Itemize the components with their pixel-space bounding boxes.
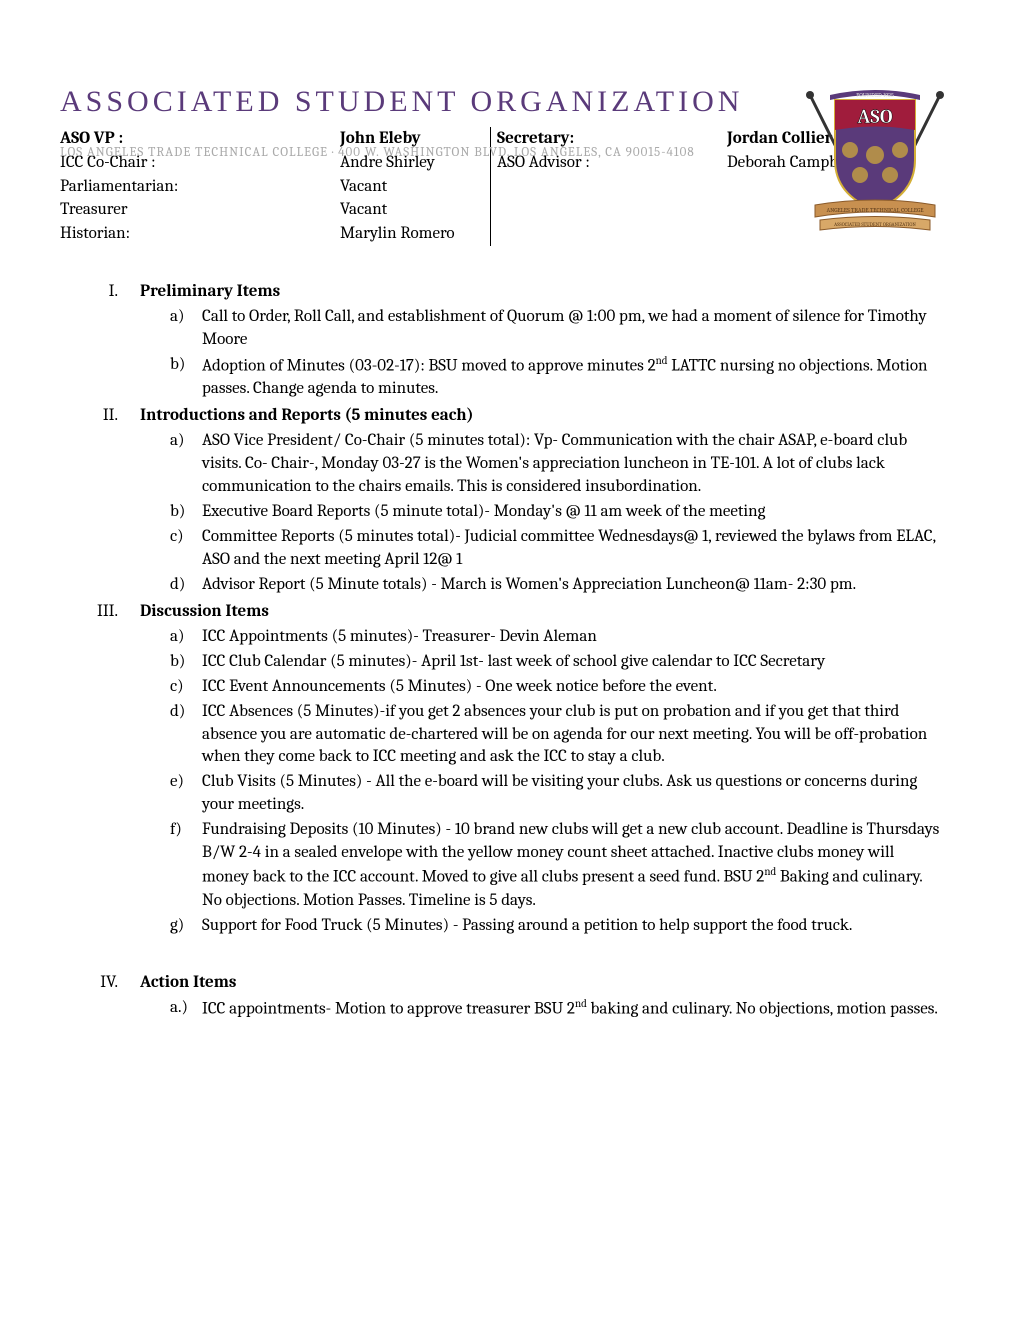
item-letter: a) <box>170 626 202 649</box>
item-text: ICC Appointments (5 minutes)- Treasurer-… <box>202 626 960 649</box>
officer-name: Vacant <box>340 198 490 222</box>
item-text: Call to Order, Roll Call, and establishm… <box>202 306 960 352</box>
item-text: Advisor Report (5 Minute totals) - March… <box>202 574 960 597</box>
address-line: LOS ANGELES TRADE TECHNICAL COLLEGE · 40… <box>60 145 695 160</box>
list-item: a)ASO Vice President/ Co-Chair (5 minute… <box>170 430 960 499</box>
section-items: a.)ICC appointments- Motion to approve t… <box>170 997 960 1022</box>
section-items: a)Call to Order, Roll Call, and establis… <box>170 306 960 401</box>
item-text: Support for Food Truck (5 Minutes) - Pas… <box>202 915 960 938</box>
item-text: ASO Vice President/ Co-Chair (5 minutes … <box>202 430 960 499</box>
section-header: II.Introductions and Reports (5 minutes … <box>60 405 960 428</box>
item-text: Club Visits (5 Minutes) - All the e-boar… <box>202 771 960 817</box>
list-item: a.)ICC appointments- Motion to approve t… <box>170 997 960 1022</box>
roman-numeral: II. <box>60 405 140 428</box>
officer-name: Vacant <box>340 175 490 199</box>
svg-text:FOUNDED 1925: FOUNDED 1925 <box>856 92 894 99</box>
item-letter: c) <box>170 676 202 699</box>
officer-name: Marylin Romero <box>340 222 490 246</box>
list-item: c)Committee Reports (5 minutes total)- J… <box>170 526 960 572</box>
item-letter: d) <box>170 701 202 770</box>
item-letter: a) <box>170 430 202 499</box>
item-text: ICC Event Announcements (5 Minutes) - On… <box>202 676 960 699</box>
svg-text:ASSOCIATED STUDENT ORGANIZATIO: ASSOCIATED STUDENT ORGANIZATION <box>834 222 916 228</box>
roman-numeral: III. <box>60 601 140 624</box>
section-header: III.Discussion Items <box>60 601 960 624</box>
item-letter: b) <box>170 651 202 674</box>
officer-row: TreasurerVacant <box>60 198 490 222</box>
list-item: e)Club Visits (5 Minutes) - All the e-bo… <box>170 771 960 817</box>
list-item: d)ICC Absences (5 Minutes)-if you get 2 … <box>170 701 960 770</box>
section-items: a)ASO Vice President/ Co-Chair (5 minute… <box>170 430 960 597</box>
list-item: b)Adoption of Minutes (03-02-17): BSU mo… <box>170 354 960 402</box>
officer-label: Treasurer <box>60 198 340 222</box>
section-title: Preliminary Items <box>140 281 280 304</box>
document-body: I.Preliminary Itemsa)Call to Order, Roll… <box>60 281 960 1021</box>
list-item: a)ICC Appointments (5 minutes)- Treasure… <box>170 626 960 649</box>
aso-shield-logo: FOUNDED 1925 ASO ANGELES TRADE TECHNICAL… <box>790 75 960 245</box>
section-items: a)ICC Appointments (5 minutes)- Treasure… <box>170 626 960 938</box>
item-text: Committee Reports (5 minutes total)- Jud… <box>202 526 960 572</box>
list-item: g)Support for Food Truck (5 Minutes) - P… <box>170 915 960 938</box>
item-letter: c) <box>170 526 202 572</box>
item-letter: b) <box>170 354 202 402</box>
item-letter: d) <box>170 574 202 597</box>
officer-label: Historian: <box>60 222 340 246</box>
list-item: b)Executive Board Reports (5 minute tota… <box>170 501 960 524</box>
roman-numeral: I. <box>60 281 140 304</box>
roman-numeral: IV. <box>60 972 140 995</box>
list-item: c)ICC Event Announcements (5 Minutes) - … <box>170 676 960 699</box>
item-letter: g) <box>170 915 202 938</box>
item-text: Adoption of Minutes (03-02-17): BSU move… <box>202 354 960 402</box>
item-letter: f) <box>170 819 202 912</box>
officer-row: Parliamentarian:Vacant <box>60 175 490 199</box>
list-item: b)ICC Club Calendar (5 minutes)- April 1… <box>170 651 960 674</box>
section-title: Introductions and Reports (5 minutes eac… <box>140 405 474 428</box>
section-header: I.Preliminary Items <box>60 281 960 304</box>
list-item: f)Fundraising Deposits (10 Minutes) - 10… <box>170 819 960 912</box>
item-text: ICC Club Calendar (5 minutes)- April 1st… <box>202 651 960 674</box>
list-item: a)Call to Order, Roll Call, and establis… <box>170 306 960 352</box>
section-header: IV.Action Items <box>60 972 960 995</box>
officer-label: Parliamentarian: <box>60 175 340 199</box>
item-text: ICC appointments- Motion to approve trea… <box>202 997 960 1022</box>
item-text: Executive Board Reports (5 minute total)… <box>202 501 960 524</box>
item-letter: b) <box>170 501 202 524</box>
svg-text:ANGELES TRADE TECHNICAL COLLEG: ANGELES TRADE TECHNICAL COLLEGE <box>827 207 925 214</box>
item-letter: a) <box>170 306 202 352</box>
section-title: Discussion Items <box>140 601 269 624</box>
item-text: ICC Absences (5 Minutes)-if you get 2 ab… <box>202 701 960 770</box>
item-letter: e) <box>170 771 202 817</box>
section-title: Action Items <box>140 972 236 995</box>
svg-text:ASO: ASO <box>856 105 892 128</box>
list-item: d)Advisor Report (5 Minute totals) - Mar… <box>170 574 960 597</box>
document-header: ASSOCIATED STUDENT ORGANIZATION LOS ANGE… <box>60 85 960 246</box>
item-text: Fundraising Deposits (10 Minutes) - 10 b… <box>202 819 960 912</box>
item-letter: a.) <box>170 997 202 1022</box>
officer-row: Historian:Marylin Romero <box>60 222 490 246</box>
